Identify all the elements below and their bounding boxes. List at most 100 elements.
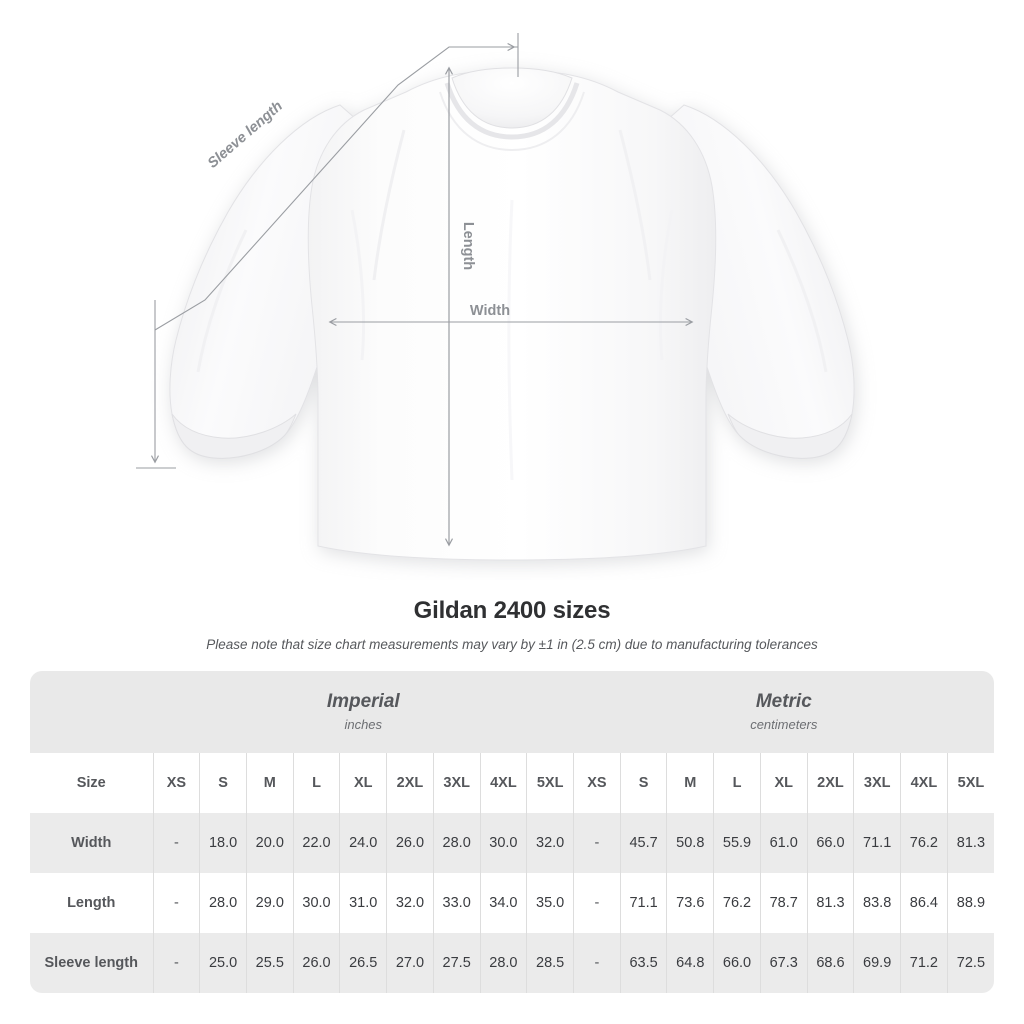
cell-width-metric-5xl: 81.3 [946,813,995,873]
cell-length-imperial-4xl: 34.0 [479,873,527,933]
fold-left-sleeve [196,229,248,373]
cell-width-metric-3xl: 71.1 [853,813,901,873]
table-row: Sleeve length -25.0 25.5 26.0 26.5 27.0 27.5 28… [30,933,995,993]
cell-sleeve-length-imperial-s: 25.0 [199,933,247,993]
unit-header-spacer [30,671,153,753]
row-label-width: Width [30,813,153,873]
shirt-body [307,69,717,561]
size-chart-table-wrapper: Imperial inches Metric centimeters Size X… [30,671,995,993]
size-header-imperial-xs: XS [152,753,200,813]
size-header-imperial-3xl: 3XL [432,753,481,813]
unit-header-imperial: Imperial inches [153,671,574,753]
row-label-size: Size [30,753,153,813]
cell-sleeve-length-metric-xs: - [573,933,621,993]
row-label-sleeve-length: Sleeve length [30,933,153,993]
cell-sleeve-length-metric-xl: 67.3 [759,933,808,993]
cell-width-imperial-xl: 24.0 [339,813,387,873]
page-title: Gildan 2400 sizes [413,597,611,624]
cell-sleeve-length-imperial-5xl: 28.5 [526,933,574,993]
cell-sleeve-length-imperial-xs: - [152,933,200,993]
cell-width-metric-m: 50.8 [666,813,714,873]
cell-sleeve-length-metric-l: 66.0 [713,933,761,993]
cell-sleeve-length-imperial-4xl: 28.0 [479,933,527,993]
table-row: Length -28.0 29.0 30.0 31.0 32.0 33.0 34.0 35.0-… [30,873,995,933]
cell-length-metric-s: 71.1 [619,873,667,933]
cell-sleeve-length-imperial-l: 26.0 [292,933,340,993]
unit-sub-metric: centimeters [750,716,818,732]
size-header-metric-xl: XL [759,753,808,813]
size-header-metric-s: S [619,753,667,813]
fold-center [507,199,514,481]
size-header-imperial-4xl: 4XL [479,753,527,813]
unit-sub-imperial: inches [344,716,383,732]
cell-length-imperial-l: 30.0 [292,873,340,933]
length-label: Length [460,222,476,270]
cell-width-imperial-xs: - [152,813,200,873]
garment-svg: Sleeve length Length Width [136,33,855,561]
size-header-metric-m: M [666,753,714,813]
size-header-metric-3xl: 3XL [853,753,901,813]
size-chart-table: Imperial inches Metric centimeters Size X… [30,671,995,993]
size-header-imperial-5xl: 5XL [526,753,574,813]
cell-width-metric-l: 55.9 [713,813,761,873]
cell-length-metric-xs: - [573,873,621,933]
cell-length-imperial-xs: - [152,873,200,933]
width-label: Width [470,303,510,319]
table-row: Width -18.0 20.0 22.0 24.0 26.0 28.0 30.0 32.0-4… [30,813,995,873]
cell-width-metric-xs: - [573,813,621,873]
cell-length-imperial-xl: 31.0 [339,873,387,933]
fold-left-body [350,209,366,361]
fold-right-body [658,209,674,361]
cell-length-imperial-2xl: 32.0 [386,873,434,933]
cell-length-metric-4xl: 86.4 [900,873,948,933]
chart-heading: Gildan 2400 sizes Please note that size … [0,596,1024,653]
cell-width-imperial-5xl: 32.0 [526,813,574,873]
cell-length-imperial-m: 29.0 [245,873,294,933]
size-header-metric-5xl: 5XL [946,753,995,813]
cell-length-imperial-3xl: 33.0 [432,873,481,933]
size-header-imperial-l: L [292,753,340,813]
measurement-lines [136,33,694,547]
cell-width-imperial-4xl: 30.0 [479,813,527,873]
left-cuff [171,413,297,459]
unit-name-imperial: Imperial [326,690,400,712]
size-header-imperial-2xl: 2XL [386,753,434,813]
cell-width-imperial-m: 20.0 [245,813,294,873]
cell-sleeve-length-metric-3xl: 69.9 [853,933,901,993]
fold-right-sleeve [776,229,828,373]
cell-sleeve-length-imperial-xl: 26.5 [339,933,387,993]
cell-sleeve-length-metric-m: 64.8 [666,933,714,993]
cell-width-imperial-s: 18.0 [199,813,247,873]
cell-length-metric-xl: 78.7 [759,873,808,933]
size-header-metric-l: L [713,753,761,813]
cell-width-metric-2xl: 66.0 [806,813,854,873]
cell-length-metric-5xl: 88.9 [946,873,995,933]
cell-width-imperial-3xl: 28.0 [432,813,481,873]
cell-sleeve-length-metric-5xl: 72.5 [946,933,995,993]
size-header-imperial-s: S [199,753,247,813]
cell-width-metric-s: 45.7 [619,813,667,873]
cell-length-metric-2xl: 81.3 [806,873,854,933]
unit-name-metric: Metric [755,690,812,712]
cell-length-imperial-5xl: 35.0 [526,873,574,933]
cell-sleeve-length-imperial-3xl: 27.5 [432,933,481,993]
size-header-row: Size XS S M L XL 2XL 3XL 4XL 5XL XS S M L XL 2XL 3XL 4XL 5… [30,753,995,813]
table-body: Size XS S M L XL 2XL 3XL 4XL 5XL XS S M L XL 2XL 3XL 4XL 5… [30,753,995,993]
size-header-metric-2xl: 2XL [806,753,854,813]
cell-length-metric-l: 76.2 [713,873,761,933]
unit-header-row: Imperial inches Metric centimeters [30,671,995,753]
cell-length-imperial-s: 28.0 [199,873,247,933]
fold-right-shoulder [618,129,652,281]
collar [451,67,573,129]
cell-length-metric-3xl: 83.8 [853,873,901,933]
fold-left-shoulder [372,129,406,281]
cell-width-imperial-l: 22.0 [292,813,340,873]
size-header-imperial-m: M [245,753,294,813]
size-header-metric-4xl: 4XL [900,753,948,813]
cell-width-imperial-2xl: 26.0 [386,813,434,873]
cell-sleeve-length-metric-2xl: 68.6 [806,933,854,993]
cell-sleeve-length-metric-s: 63.5 [619,933,667,993]
unit-header-metric: Metric centimeters [573,671,995,753]
size-header-imperial-xl: XL [339,753,387,813]
row-label-length: Length [30,873,153,933]
